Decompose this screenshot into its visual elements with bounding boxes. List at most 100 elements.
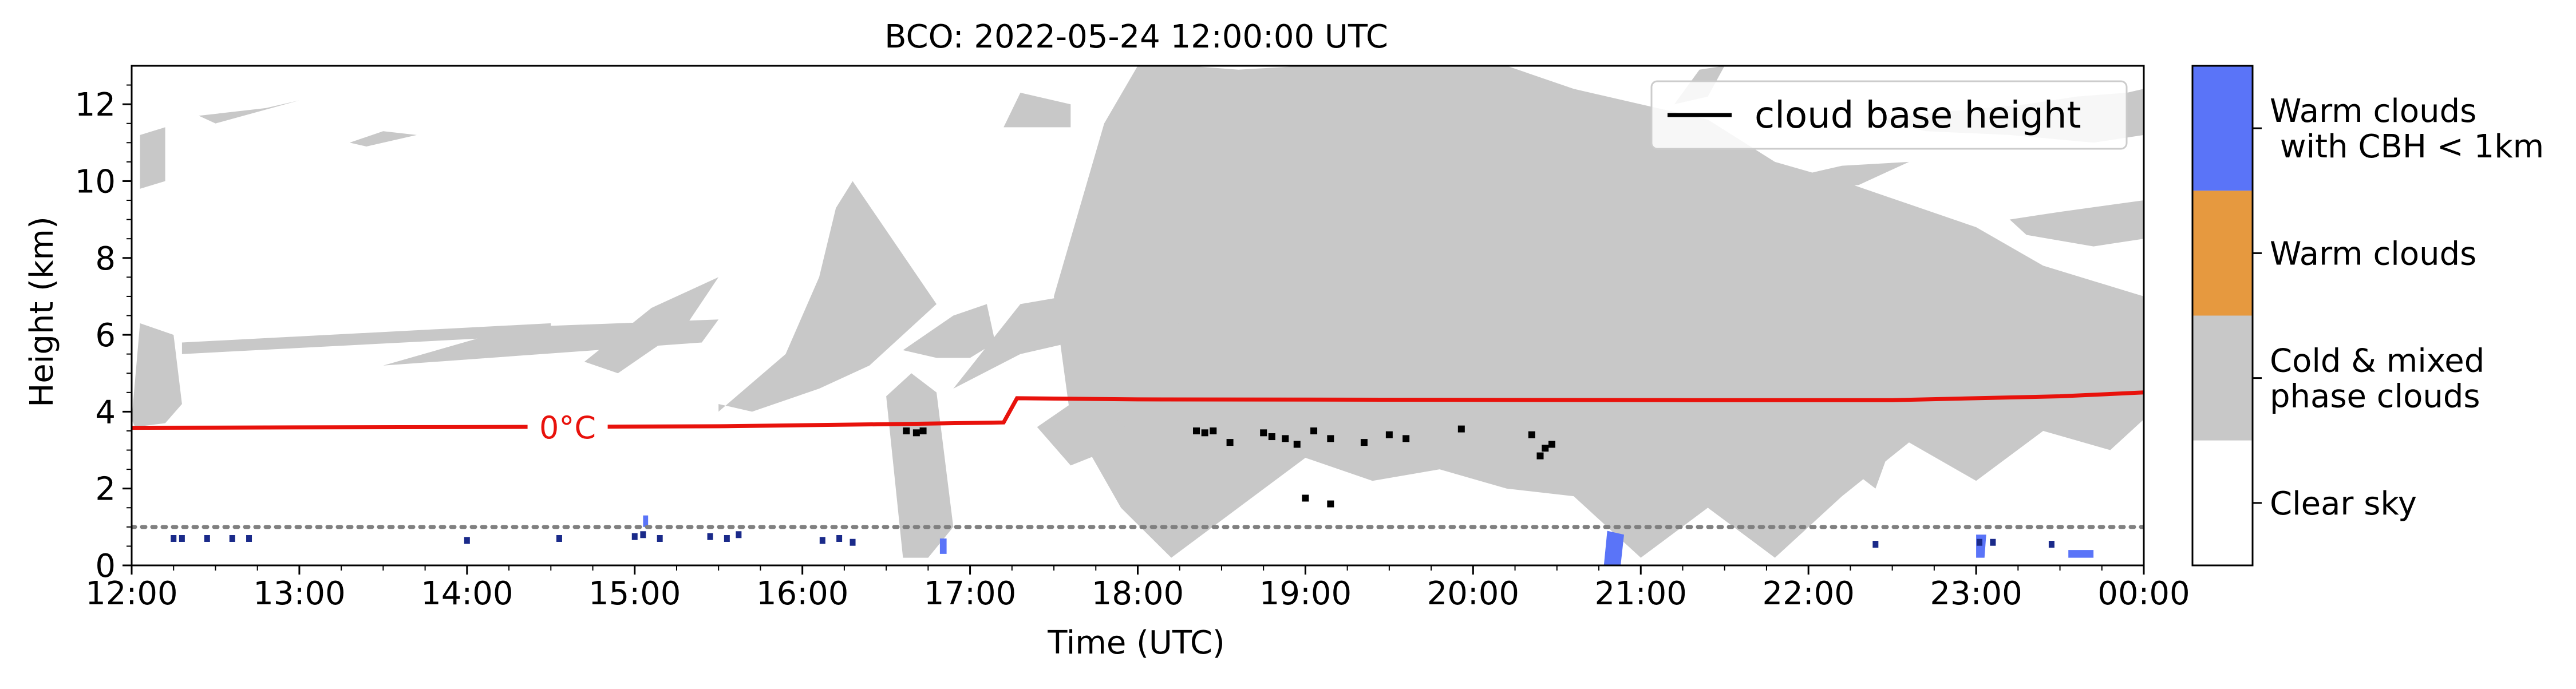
colorbar-label-2: Cold & mixed phase clouds (2270, 343, 2484, 415)
warm-cloud-cbh-lt-1km-point-6 (556, 534, 562, 542)
colorbar-label-2-line-0: Cold & mixed (2270, 343, 2484, 380)
y-tick-label-6: 12 (75, 86, 116, 124)
cloud-base-point-10 (1293, 441, 1301, 448)
lines-layer: 0°C (132, 390, 2144, 529)
cloud-base-point-7 (1260, 429, 1267, 437)
colorbar-segment-0 (2192, 66, 2253, 191)
cloud-base-point-8 (1268, 433, 1275, 441)
warm-cloud-cbh-lt-1km-point-7 (631, 533, 638, 540)
cloud-base-point-11 (1310, 427, 1318, 434)
colorbar-label-2-line-1: phase clouds (2270, 378, 2480, 415)
cold-mixed-cloud-region-9 (886, 373, 954, 558)
warm-cloud-cbh-lt-1km-point-3 (229, 534, 235, 542)
warm-cloud-cbh-lt-1km-region-3 (939, 538, 947, 554)
cold-mixed-cloud-region-20 (1825, 396, 1909, 489)
warm-cloud-cbh-lt-1km-region-1 (1976, 534, 1986, 558)
colorbar-frame (2191, 65, 2254, 567)
x-tick-label-8: 20:00 (1427, 575, 1519, 612)
x-tick-label-0: 12:00 (85, 575, 177, 612)
warm-cloud-cbh-lt-1km-point-11 (724, 534, 730, 542)
x-tick-label-5: 17:00 (924, 575, 1016, 612)
colorbar-label-0-line-0: Warm clouds (2270, 93, 2476, 130)
cold-mixed-cloud-region-0 (132, 323, 182, 427)
cloud-base-point-13 (1360, 439, 1368, 446)
warm-cloud-cbh-lt-1km-point-12 (736, 531, 742, 538)
freezing-level-line (132, 390, 2144, 430)
colorbar-label-0-line-1: with CBH < 1km (2270, 128, 2544, 165)
colorbar-segment-2 (2192, 315, 2253, 441)
x-axis-label: Time (UTC) (1047, 624, 1225, 662)
warm-cloud-cbh-lt-1km-point-14 (836, 534, 843, 542)
cold-mixed-cloud-region-3 (349, 131, 417, 146)
colorbar-segment-1 (2192, 191, 2253, 316)
y-tick-label-4: 8 (95, 240, 116, 278)
x-tick-label-6: 18:00 (1092, 575, 1184, 612)
colorbar-label-1: Warm clouds (2270, 235, 2476, 272)
warm-cloud-cbh-lt-1km-region-0 (1603, 530, 1624, 565)
x-tick-label-12: 00:00 (2097, 575, 2190, 612)
cold-mixed-cloud-region-8 (903, 304, 995, 358)
warm-cloud-cbh-lt-1km-region-4 (643, 515, 649, 527)
x-tick-label-11: 23:00 (1930, 575, 2022, 612)
cloud-base-point-3 (1193, 427, 1200, 434)
y-tick-label-1: 2 (95, 471, 116, 508)
legend-label-cloud-base-height: cloud base height (1755, 94, 2081, 137)
legend-box (1650, 80, 2128, 150)
cloud-base-point-16 (1457, 425, 1465, 433)
colorbar-label-1-line-0: Warm clouds (2270, 235, 2476, 272)
cold-mixed-cloud-region-13 (1104, 296, 1188, 343)
x-tick-label-10: 22:00 (1762, 575, 1854, 612)
cold-mixed-cloud-region-6 (584, 277, 719, 374)
y-tick-label-5: 10 (75, 163, 116, 200)
cold-mixed-cloud-region-19 (2009, 200, 2144, 247)
cold-mixed-cloud-region-11 (1003, 93, 1071, 128)
cold-mixed-cloud-region-16 (1657, 161, 1909, 197)
warm-cloud-cbh-lt-1km-point-0 (171, 534, 177, 542)
x-tick-label-2: 14:00 (421, 575, 513, 612)
axes-layer: 12:00 13:00 14:00 15:00 16:00 17:00 18:00 19:00… (75, 65, 2190, 612)
warm-cloud-cbh-lt-1km-point-16 (1872, 541, 1879, 548)
x-tick-label-4: 16:00 (756, 575, 848, 612)
cloud-base-point-1 (912, 429, 920, 437)
x-tick-label-7: 19:00 (1259, 575, 1352, 612)
warm-cloud-cbh-lt-1km-point-9 (657, 534, 663, 542)
cold-mixed-cloud-region-21 (1976, 392, 2044, 458)
cloud-base-point-17 (1528, 431, 1535, 438)
cloud-base-point-19 (1548, 441, 1556, 448)
y-tick-label-2: 4 (95, 394, 116, 431)
cloud-base-point-4 (1201, 429, 1208, 437)
warm-cloud-cbh-lt-1km-point-5 (464, 537, 470, 544)
warm-cloud-cbh-lt-1km-point-13 (819, 537, 825, 544)
x-tick-label-9: 21:00 (1595, 575, 1687, 612)
cloud-base-point-18 (1542, 445, 1549, 452)
colorbar-label-3-line-0: Clear sky (2270, 485, 2417, 522)
freezing-level-label: 0°C (539, 410, 596, 446)
colorbar-label-3: Clear sky (2270, 485, 2417, 522)
cloud-base-point-21 (1302, 494, 1309, 502)
cold-mixed-cloud-region-15 (1356, 169, 1574, 204)
colorbar-label-0: Warm clouds with CBH < 1km (2270, 93, 2544, 165)
warm-cloud-cbh-lt-1km-point-19 (2048, 541, 2055, 548)
legend: cloud base height (1650, 80, 2128, 150)
cloud-base-point-6 (1226, 439, 1234, 446)
y-axis-label: Height (km) (23, 216, 61, 407)
cloud-base-point-2 (919, 427, 927, 434)
x-tick-label-3: 15:00 (588, 575, 681, 612)
cloud-base-point-5 (1210, 427, 1217, 434)
warm-cloud-cbh-lt-1km-point-2 (204, 534, 210, 542)
warm-cloud-cbh-lt-1km-point-18 (1990, 538, 1996, 546)
cloud-base-point-15 (1402, 435, 1410, 442)
cloud-base-point-9 (1282, 435, 1289, 442)
cloud-base-point-12 (1327, 435, 1334, 442)
warm-cloud-cbh-lt-1km-point-10 (707, 533, 713, 540)
freezing-level-label-background (527, 410, 608, 445)
cloud-base-point-20 (1536, 452, 1544, 460)
warm-cloud-cbh-lt-1km-point-1 (179, 534, 185, 542)
x-tick-label-1: 13:00 (253, 575, 345, 612)
warm-cloud-cbh-lt-1km-point-4 (246, 534, 252, 542)
cold-mixed-cloud-region-2 (199, 100, 299, 124)
cold-mixed-cloud-region-1 (140, 127, 165, 189)
cloud-base-point-14 (1385, 431, 1393, 438)
